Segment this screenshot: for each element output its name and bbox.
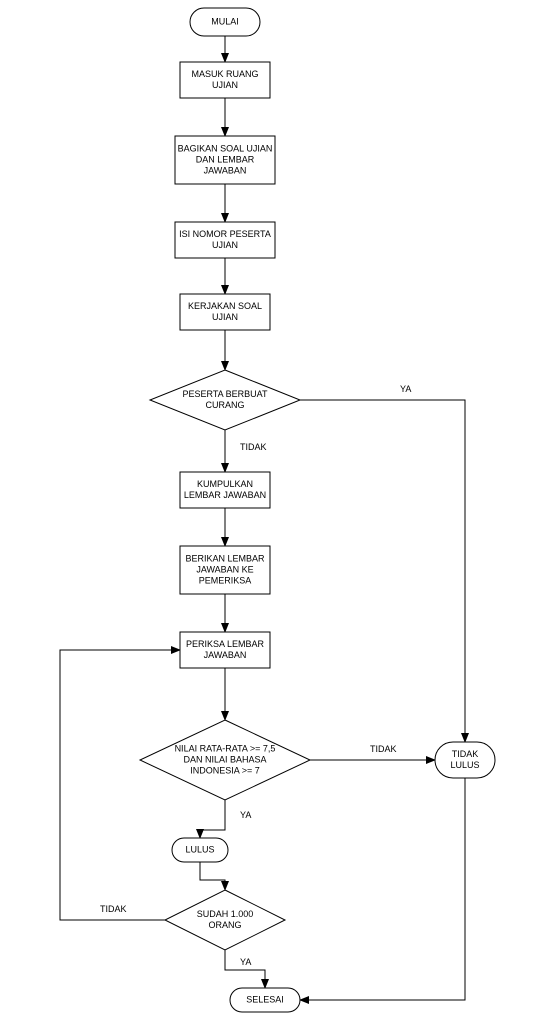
edge-6	[300, 400, 465, 742]
node-label-n5-0: KUMPULKAN	[197, 479, 253, 489]
node-label-n5-1: LEMBAR JAWABAN	[184, 490, 266, 500]
node-d3: SUDAH 1.000ORANG	[165, 890, 285, 950]
edge-12	[200, 862, 225, 890]
node-label-n7-1: JAWABAN	[204, 650, 247, 660]
node-mulai: MULAI	[190, 8, 260, 36]
node-label-d2-1: DAN NILAI BAHASA	[183, 754, 266, 764]
node-tlulus: TIDAKLULUS	[435, 742, 495, 778]
node-label-n2-0: BAGIKAN SOAL UJIAN	[178, 143, 273, 153]
node-label-d3-0: SUDAH 1.000	[197, 909, 254, 919]
node-lulus: LULUS	[172, 838, 228, 862]
edge-label-10: TIDAK	[370, 744, 397, 754]
edge-15	[300, 778, 465, 1000]
edge-label-5: TIDAK	[240, 442, 267, 452]
node-label-tlulus-0: TIDAK	[452, 749, 479, 759]
node-label-n4-0: KERJAKAN SOAL	[188, 301, 262, 311]
node-label-d3-1: ORANG	[208, 920, 241, 930]
node-label-d2-2: INDONESIA >= 7	[190, 765, 260, 775]
edge-14	[60, 650, 180, 920]
node-label-n2-2: JAWABAN	[204, 165, 247, 175]
node-label-selesai-0: SELESAI	[246, 994, 284, 1004]
edge-11	[200, 800, 225, 838]
node-n1: MASUK RUANGUJIAN	[180, 62, 270, 98]
node-label-n6-2: PEMERIKSA	[199, 575, 252, 585]
node-label-d1-0: PESERTA BERBUAT	[182, 389, 268, 399]
edge-label-11: YA	[240, 810, 251, 820]
node-label-mulai-0: MULAI	[211, 16, 239, 26]
node-label-n1-1: UJIAN	[212, 80, 238, 90]
flowchart-canvas: TIDAKYATIDAKYAYATIDAKMULAIMASUK RUANGUJI…	[0, 0, 544, 1036]
node-label-d2-0: NILAI RATA-RATA >= 7,5	[175, 743, 276, 753]
node-n3: ISI NOMOR PESERTAUJIAN	[175, 222, 275, 258]
node-d2: NILAI RATA-RATA >= 7,5DAN NILAI BAHASAIN…	[140, 720, 310, 800]
node-selesai: SELESAI	[230, 988, 300, 1012]
node-n2: BAGIKAN SOAL UJIANDAN LEMBARJAWABAN	[175, 136, 275, 184]
node-n7: PERIKSA LEMBARJAWABAN	[180, 632, 270, 668]
node-label-d1-1: CURANG	[205, 400, 244, 410]
node-label-lulus-0: LULUS	[185, 844, 214, 854]
node-label-n4-1: UJIAN	[212, 312, 238, 322]
node-n5: KUMPULKANLEMBAR JAWABAN	[180, 472, 270, 508]
edge-13	[225, 950, 265, 988]
node-label-n2-1: DAN LEMBAR	[196, 154, 255, 164]
node-n4: KERJAKAN SOALUJIAN	[180, 294, 270, 330]
node-label-n1-0: MASUK RUANG	[191, 69, 258, 79]
node-label-n3-0: ISI NOMOR PESERTA	[179, 229, 271, 239]
edge-label-14: TIDAK	[100, 904, 127, 914]
node-label-n7-0: PERIKSA LEMBAR	[186, 639, 265, 649]
node-label-tlulus-1: LULUS	[450, 760, 479, 770]
node-label-n6-0: BERIKAN LEMBAR	[185, 553, 265, 563]
edge-label-13: YA	[240, 957, 251, 967]
node-label-n6-1: JAWABAN KE	[196, 564, 253, 574]
node-n6: BERIKAN LEMBARJAWABAN KEPEMERIKSA	[180, 546, 270, 594]
node-label-n3-1: UJIAN	[212, 240, 238, 250]
node-d1: PESERTA BERBUATCURANG	[150, 370, 300, 430]
edge-label-6: YA	[400, 384, 411, 394]
